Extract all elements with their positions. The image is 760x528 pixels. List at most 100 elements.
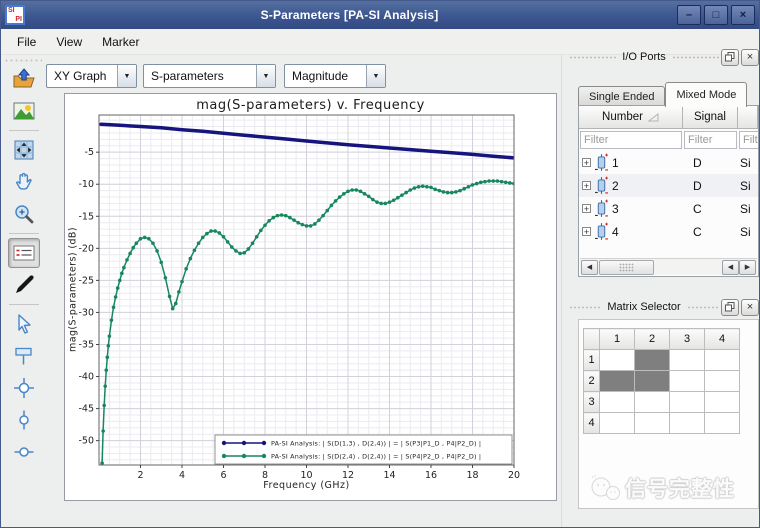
plot-type-value: XY Graph <box>54 69 107 83</box>
tab-single-ended[interactable]: Single Ended <box>578 86 666 106</box>
matrix-cell[interactable] <box>634 370 670 392</box>
watermark: 信号完整性 <box>589 473 735 503</box>
legend-icon[interactable] <box>8 238 40 268</box>
io-ports-header[interactable]: I/O Ports × <box>569 47 759 67</box>
matrix-cell[interactable] <box>704 370 740 392</box>
chevron-down-icon[interactable]: ▼ <box>366 65 385 87</box>
close-panel-icon[interactable]: × <box>741 48 759 66</box>
svg-text:-10: -10 <box>78 179 94 190</box>
scroll-left-icon[interactable]: ◀ <box>722 259 739 275</box>
matrix-cell[interactable] <box>669 412 705 434</box>
matrix-cell[interactable] <box>704 412 740 434</box>
svg-text:2: 2 <box>137 470 143 481</box>
column-header-extra[interactable] <box>738 106 758 129</box>
filter-input-extra[interactable] <box>739 131 758 149</box>
chevron-down-icon[interactable]: ▼ <box>117 65 136 87</box>
svg-text:-35: -35 <box>78 339 94 350</box>
float-panel-icon[interactable] <box>721 48 739 66</box>
matrix-cell[interactable] <box>599 412 635 434</box>
marker-flag-icon[interactable] <box>8 341 40 371</box>
format-dropdown[interactable]: Magnitude ▼ <box>284 64 386 88</box>
parameter-dropdown[interactable]: S-parameters ▼ <box>143 64 276 88</box>
table-row[interactable]: +3 C Si <box>579 197 758 220</box>
zoom-in-icon[interactable] <box>8 199 40 229</box>
matrix-col-header[interactable]: 3 <box>669 328 705 350</box>
svg-text:-40: -40 <box>78 372 94 383</box>
scroll-right-icon[interactable]: ▶ <box>739 259 756 275</box>
matrix-row-header[interactable]: 3 <box>583 391 600 413</box>
matrix-cell[interactable] <box>669 349 705 371</box>
table-row[interactable]: +2 D Si <box>579 174 758 197</box>
image-icon[interactable] <box>8 96 40 126</box>
title-bar[interactable]: SI PI S-Parameters [PA-SI Analysis] – □ … <box>1 1 759 29</box>
matrix-cell[interactable] <box>704 349 740 371</box>
matrix-cell[interactable] <box>599 349 635 371</box>
svg-text:14: 14 <box>383 470 395 481</box>
port-number-cell: +3 <box>579 199 683 218</box>
scroll-left-icon[interactable]: ◀ <box>581 259 598 275</box>
horizontal-scrollbar[interactable]: ◀ ◀ ▶ <box>580 258 757 275</box>
port-signal: C <box>693 201 702 216</box>
matrix-cell[interactable] <box>634 349 670 371</box>
svg-text:10: 10 <box>300 470 312 481</box>
close-panel-icon[interactable]: × <box>741 298 759 316</box>
tree-expand-icon[interactable]: + <box>582 204 591 214</box>
menu-view[interactable]: View <box>56 34 83 49</box>
io-ports-title: I/O Ports <box>622 51 666 63</box>
pan-hand-icon[interactable] <box>8 167 40 197</box>
column-header-number[interactable]: Number <box>579 106 683 129</box>
close-button[interactable]: × <box>731 5 755 25</box>
toolbar-gripper[interactable] <box>4 58 42 63</box>
menu-marker[interactable]: Marker <box>102 34 140 49</box>
marker-crosshair-icon[interactable] <box>8 373 40 403</box>
matrix-cell[interactable] <box>704 391 740 413</box>
matrix-cell[interactable] <box>599 391 635 413</box>
matrix-cell[interactable] <box>669 370 705 392</box>
matrix-col-header[interactable]: 2 <box>634 328 670 350</box>
matrix-col-header[interactable]: 4 <box>704 328 740 350</box>
tab-mixed-mode[interactable]: Mixed Mode <box>665 82 748 107</box>
pen-annotate-icon[interactable] <box>8 270 40 300</box>
svg-text:-5: -5 <box>85 147 94 158</box>
column-header-signal[interactable]: Signal <box>683 106 738 129</box>
panel-gripper[interactable] <box>671 54 719 60</box>
matrix-cell[interactable] <box>669 391 705 413</box>
matrix-cell[interactable] <box>634 391 670 413</box>
maximize-button[interactable]: □ <box>704 5 728 25</box>
matrix-cell[interactable] <box>634 412 670 434</box>
select-cursor-icon[interactable] <box>8 309 40 339</box>
x-axis-label: Frequency (GHz) <box>263 480 350 491</box>
filter-input-signal[interactable] <box>684 131 737 149</box>
tree-expand-icon[interactable]: + <box>582 181 591 191</box>
panel-gripper[interactable] <box>569 304 602 310</box>
export-icon[interactable] <box>8 64 40 94</box>
marker-horizontal-icon[interactable] <box>8 437 40 467</box>
matrix-selector-header[interactable]: Matrix Selector × <box>569 297 759 317</box>
menu-file[interactable]: File <box>17 34 37 49</box>
panel-gripper[interactable] <box>569 54 617 60</box>
chevron-down-icon[interactable]: ▼ <box>256 65 275 87</box>
filter-input-number[interactable] <box>580 131 682 149</box>
minimize-button[interactable]: – <box>677 5 701 25</box>
tree-expand-icon[interactable]: + <box>582 158 591 168</box>
table-row[interactable]: +4 C Si <box>579 220 758 243</box>
plot-type-dropdown[interactable]: XY Graph ▼ <box>46 64 137 88</box>
svg-text:-20: -20 <box>78 243 94 254</box>
tree-expand-icon[interactable]: + <box>582 227 591 237</box>
table-row[interactable]: +1 D Si <box>579 151 758 174</box>
io-ports-table: Number Signal +1 D Si +2 D Si +3 C Si +4 C Si ◀ ◀ ▶ <box>578 105 759 277</box>
marker-vertical-icon[interactable] <box>8 405 40 435</box>
matrix-cell[interactable] <box>599 370 635 392</box>
zoom-fit-icon[interactable] <box>8 135 40 165</box>
sparameter-chart[interactable]: 2 4 6 8 10 12 14 16 18 20 -5 -10 -15 -20 -25 -30 -35 -40 -… <box>65 94 556 500</box>
matrix-col-header[interactable]: 1 <box>599 328 635 350</box>
matrix-row-header[interactable]: 2 <box>583 370 600 392</box>
matrix-row-header[interactable]: 4 <box>583 412 600 434</box>
matrix-row-header[interactable]: 1 <box>583 349 600 371</box>
float-panel-icon[interactable] <box>721 298 740 316</box>
panel-splitter[interactable] <box>561 55 562 527</box>
sidebar-separator <box>9 130 39 131</box>
panel-gripper[interactable] <box>686 304 720 310</box>
scrollbar-thumb[interactable] <box>599 259 654 275</box>
